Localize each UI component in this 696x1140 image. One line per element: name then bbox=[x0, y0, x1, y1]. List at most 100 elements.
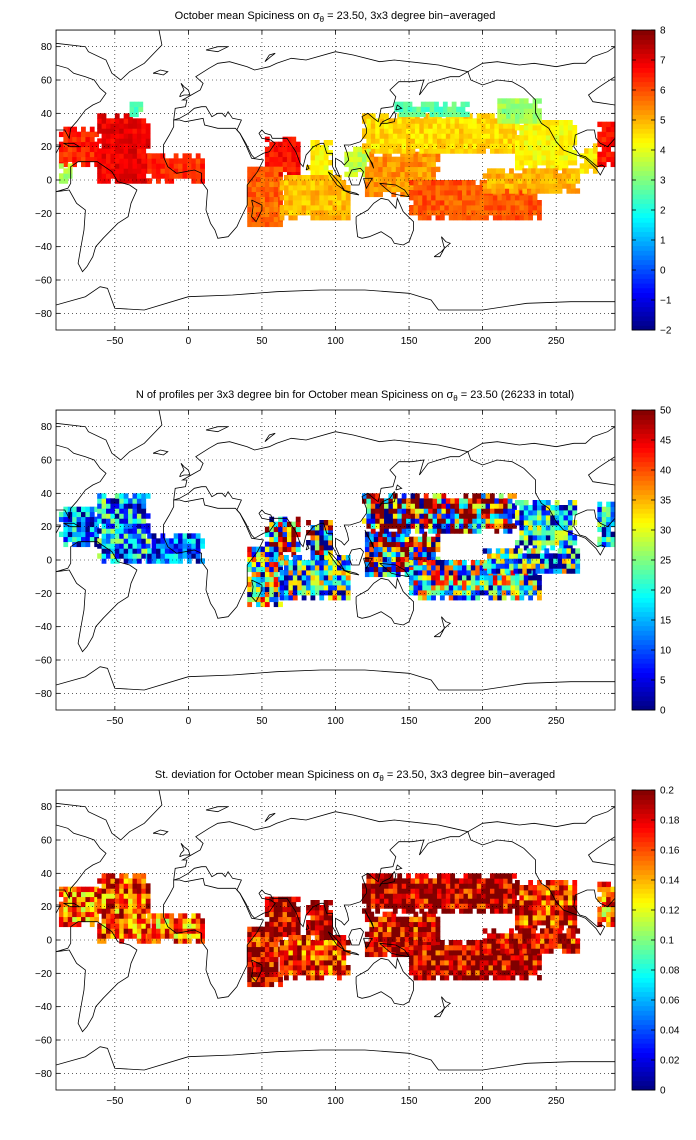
bin-cell bbox=[431, 975, 436, 981]
bin-cell bbox=[475, 210, 481, 216]
bin-cell bbox=[553, 173, 559, 179]
bin-cell bbox=[101, 928, 107, 934]
bin-cell bbox=[336, 210, 342, 216]
bin-cell bbox=[58, 151, 64, 158]
bin-cell bbox=[509, 558, 514, 564]
bin-cell bbox=[297, 190, 303, 196]
colorbar-swatch bbox=[632, 283, 655, 289]
bin-cell bbox=[101, 918, 107, 924]
bin-cell bbox=[528, 215, 534, 221]
bin-cell bbox=[428, 148, 433, 154]
bin-cell bbox=[409, 180, 414, 186]
bin-cell bbox=[247, 966, 253, 973]
bin-cell bbox=[563, 525, 569, 531]
bin-cell bbox=[489, 903, 495, 909]
bin-cell bbox=[434, 101, 439, 108]
bin-cell bbox=[94, 151, 100, 158]
bin-cell bbox=[269, 526, 275, 533]
bin-cell bbox=[498, 148, 504, 154]
bin-cell bbox=[366, 513, 372, 519]
bin-cell bbox=[498, 128, 504, 134]
bin-cell bbox=[251, 971, 257, 978]
bin-cell bbox=[260, 171, 266, 178]
bin-cell bbox=[369, 531, 375, 538]
bin-cell bbox=[378, 916, 383, 923]
bin-cell bbox=[513, 938, 519, 944]
colorbar-swatch bbox=[632, 442, 655, 448]
bin-cell bbox=[545, 510, 551, 516]
bin-cell bbox=[492, 200, 498, 206]
bin-cell bbox=[345, 205, 351, 211]
bin-cell bbox=[467, 908, 473, 914]
bin-cell bbox=[156, 558, 161, 564]
bin-cell bbox=[141, 938, 147, 944]
bin-cell bbox=[378, 921, 383, 928]
bin-cell bbox=[378, 926, 383, 933]
bin-cell bbox=[422, 916, 428, 923]
bin-cell bbox=[284, 590, 289, 596]
bin-cell bbox=[279, 950, 285, 956]
bin-cell bbox=[173, 558, 179, 564]
bin-cell bbox=[550, 150, 556, 156]
bin-cell bbox=[597, 511, 603, 518]
bin-cell bbox=[482, 183, 488, 189]
bin-cell bbox=[563, 165, 569, 171]
bin-cell bbox=[404, 186, 410, 193]
bin-cell bbox=[494, 903, 500, 909]
bin-cell bbox=[256, 176, 261, 183]
bin-cell bbox=[450, 123, 456, 129]
bin-cell bbox=[410, 148, 416, 154]
bin-cell bbox=[328, 185, 333, 191]
bin-cell bbox=[341, 580, 347, 586]
x-tick-label: 100 bbox=[327, 716, 344, 727]
bin-cell bbox=[310, 595, 316, 601]
bin-cell bbox=[114, 903, 120, 909]
bin-cell bbox=[528, 955, 534, 961]
bin-cell bbox=[557, 173, 563, 179]
bin-cell bbox=[435, 180, 441, 186]
bin-cell bbox=[439, 965, 445, 971]
bin-cell bbox=[414, 528, 420, 534]
bin-cell bbox=[76, 131, 82, 138]
bin-cell bbox=[292, 975, 298, 981]
bin-cell bbox=[413, 190, 419, 196]
bin-cell bbox=[592, 143, 598, 149]
bin-cell bbox=[445, 128, 451, 134]
bin-cell bbox=[361, 498, 367, 504]
bin-cell bbox=[191, 553, 197, 559]
bin-cell bbox=[106, 158, 111, 164]
bin-cell bbox=[503, 893, 509, 899]
bin-cell bbox=[101, 913, 107, 919]
bin-cell bbox=[264, 951, 270, 958]
bin-cell bbox=[345, 215, 351, 221]
bin-cell bbox=[292, 955, 298, 961]
bin-cell bbox=[306, 590, 311, 596]
bin-cell bbox=[537, 505, 542, 511]
bin-cell bbox=[123, 523, 129, 529]
bin-cell bbox=[417, 185, 423, 191]
bin-cell bbox=[479, 180, 485, 186]
bin-cell bbox=[572, 920, 578, 926]
bin-cell bbox=[472, 893, 478, 899]
colorbar-tick-label: 35 bbox=[660, 496, 672, 507]
bin-cell bbox=[523, 98, 529, 104]
bin-cell bbox=[597, 526, 603, 533]
bin-cell bbox=[444, 960, 450, 966]
bin-cell bbox=[567, 915, 573, 921]
bin-cell bbox=[200, 918, 205, 924]
bin-cell bbox=[278, 911, 283, 918]
bin-cell bbox=[431, 955, 436, 961]
bin-cell bbox=[366, 113, 372, 119]
bin-cell bbox=[526, 938, 532, 944]
bin-cell bbox=[264, 946, 270, 953]
bin-cell bbox=[373, 926, 379, 933]
bin-cell bbox=[497, 575, 503, 581]
bin-cell bbox=[422, 965, 428, 971]
bin-cell bbox=[186, 543, 192, 549]
bin-cell bbox=[89, 126, 95, 133]
bin-cell bbox=[419, 133, 425, 139]
bin-cell bbox=[476, 513, 482, 519]
bin-cell bbox=[597, 536, 603, 543]
bin-cell bbox=[501, 595, 507, 601]
bin-cell bbox=[178, 918, 183, 924]
